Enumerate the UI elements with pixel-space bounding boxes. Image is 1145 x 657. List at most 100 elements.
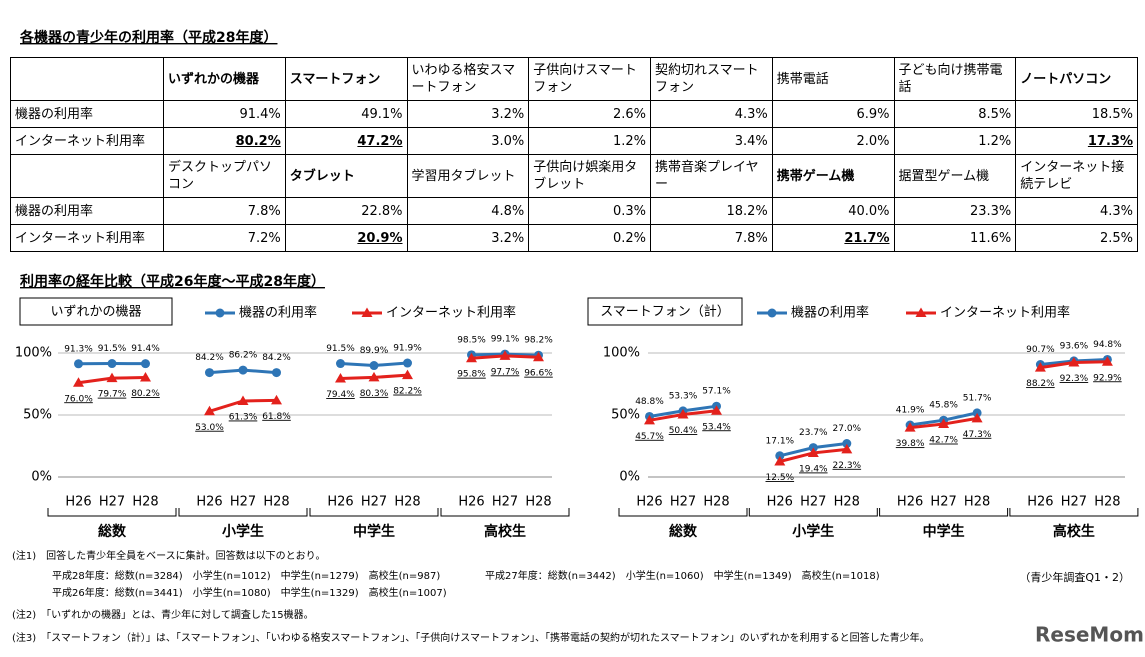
data-label: 91.3% xyxy=(64,344,93,354)
note: 平成27年度：総数(n=3442) 小学生(n=1060) 中学生(n=1349… xyxy=(485,569,880,582)
device-header: 契約切れスマートフォン xyxy=(650,57,773,101)
cell: 3.0% xyxy=(406,127,530,155)
data-label: 99.1% xyxy=(491,335,520,345)
point xyxy=(237,395,249,405)
cell: 2.5% xyxy=(1015,224,1138,252)
cell: 4.3% xyxy=(1015,197,1138,225)
data-label: 80.2% xyxy=(131,389,160,399)
data-row: 機器の利用率 7.8% 22.8% 4.8% 0.3% 18.2% 40.0% 23.3% 4.… xyxy=(10,197,1138,225)
cell: 20.9% xyxy=(284,224,408,252)
data-label: 47.3% xyxy=(963,430,992,440)
corner-cell xyxy=(10,154,164,198)
y-tick-label: 50% xyxy=(611,408,640,423)
data-label: 19.4% xyxy=(799,464,828,474)
point xyxy=(141,359,150,369)
cell: 1.2% xyxy=(893,127,1017,155)
cell: 0.3% xyxy=(528,197,651,225)
x-tick-label: H27 xyxy=(930,495,956,510)
x-tick-label: H27 xyxy=(670,495,696,510)
group-bracket xyxy=(178,508,308,517)
header-row: デスクトップパソコン タブレット 学習用タブレット 子供向け娯楽用タブレット 携帯音楽プ… xyxy=(10,154,1138,198)
point xyxy=(74,359,83,369)
y-tick-label: 50% xyxy=(23,408,52,423)
x-tick-label: H27 xyxy=(492,495,518,510)
point xyxy=(533,351,544,362)
point xyxy=(1034,362,1046,372)
device-header: 子供向け娯楽用タブレット xyxy=(528,154,651,198)
data-label: 42.7% xyxy=(929,436,958,446)
point xyxy=(499,350,511,360)
data-label: 12.5% xyxy=(766,473,795,483)
data-label: 89.9% xyxy=(360,346,389,356)
cell: 18.5% xyxy=(1015,100,1138,128)
point xyxy=(238,365,248,375)
point xyxy=(271,394,282,405)
data-row: インターネット利用率 80.2% 47.2% 3.0% 1.2% 3.4% 2.0% 1.2%… xyxy=(10,127,1138,155)
data-label: 57.1% xyxy=(702,387,731,397)
cell: 2.0% xyxy=(771,127,895,155)
point xyxy=(369,361,379,371)
cell: 49.1% xyxy=(284,100,408,128)
logo: ReseMom xyxy=(1035,623,1144,647)
point xyxy=(938,418,950,429)
cell: 7.2% xyxy=(163,224,286,252)
cell: 6.9% xyxy=(771,100,895,128)
point xyxy=(336,359,345,369)
corner-cell xyxy=(10,57,164,101)
cell: 3.2% xyxy=(406,224,530,252)
row-label: 機器の利用率 xyxy=(10,100,164,128)
data-label: 90.7% xyxy=(1026,345,1055,355)
header-row: いずれかの機器 スマートフォン いわゆる格安スマートフォン 子供向けスマートフォン 契約… xyxy=(10,57,1138,101)
x-tick-label: H27 xyxy=(1061,495,1087,510)
y-tick-label: 100% xyxy=(603,346,640,361)
note: (注1) 回答した青少年全員をベースに集計。回答数は以下のとおり。 xyxy=(12,549,325,562)
data-row: 機器の利用率 91.4% 49.1% 3.2% 2.6% 4.3% 6.9% 8.5% 18.5… xyxy=(10,100,1138,128)
note: 平成28年度：総数(n=3284) 小学生(n=1012) 中学生(n=1279… xyxy=(52,569,440,582)
source: （青少年調査Q1・2） xyxy=(1019,570,1130,584)
point xyxy=(711,405,722,415)
point xyxy=(842,439,852,449)
device-header: 子供向けスマートフォン xyxy=(528,57,651,101)
x-tick-label: H26 xyxy=(65,495,91,510)
legend-label: 機器の利用率 xyxy=(791,305,869,321)
data-label: 79.7% xyxy=(98,390,127,400)
data-label: 17.1% xyxy=(766,436,795,446)
x-tick-label: H26 xyxy=(458,495,484,510)
cell: 21.7% xyxy=(771,224,895,252)
y-tick-label: 0% xyxy=(619,470,640,485)
page-title: 各機器の青少年の利用率（平成28年度） xyxy=(19,29,277,46)
point xyxy=(807,447,819,457)
cell: 80.2% xyxy=(163,127,286,155)
device-header: インターネット接続テレビ xyxy=(1015,154,1138,198)
cell: 47.2% xyxy=(284,127,408,155)
data-label: 76.0% xyxy=(64,394,93,404)
data-label: 88.2% xyxy=(1026,379,1055,389)
point xyxy=(335,373,346,383)
data-label: 91.9% xyxy=(393,344,422,354)
device-header: 学習用タブレット xyxy=(406,154,530,198)
point xyxy=(466,352,477,363)
point xyxy=(904,422,916,432)
device-header: ノートパソコン xyxy=(1015,57,1138,101)
point xyxy=(774,456,786,466)
cell: 3.4% xyxy=(650,127,773,155)
cell: 0.2% xyxy=(528,224,651,252)
point xyxy=(971,412,983,423)
legend-label: 機器の利用率 xyxy=(239,305,317,321)
point xyxy=(402,369,413,380)
data-label: 84.2% xyxy=(262,353,291,363)
y-tick-label: 100% xyxy=(15,346,52,361)
group-bracket xyxy=(618,508,748,517)
x-tick-label: H28 xyxy=(263,495,289,510)
data-label: 98.5% xyxy=(457,335,486,345)
point xyxy=(106,372,118,383)
point xyxy=(361,307,373,317)
point xyxy=(205,368,214,378)
cell: 2.6% xyxy=(528,100,651,128)
data-label: 23.7% xyxy=(799,428,828,438)
data-label: 79.4% xyxy=(326,390,355,400)
data-label: 96.6% xyxy=(524,369,553,379)
usage-table: いずれかの機器 スマートフォン いわゆる格安スマートフォン 子供向けスマートフォン 契約… xyxy=(10,57,1138,252)
